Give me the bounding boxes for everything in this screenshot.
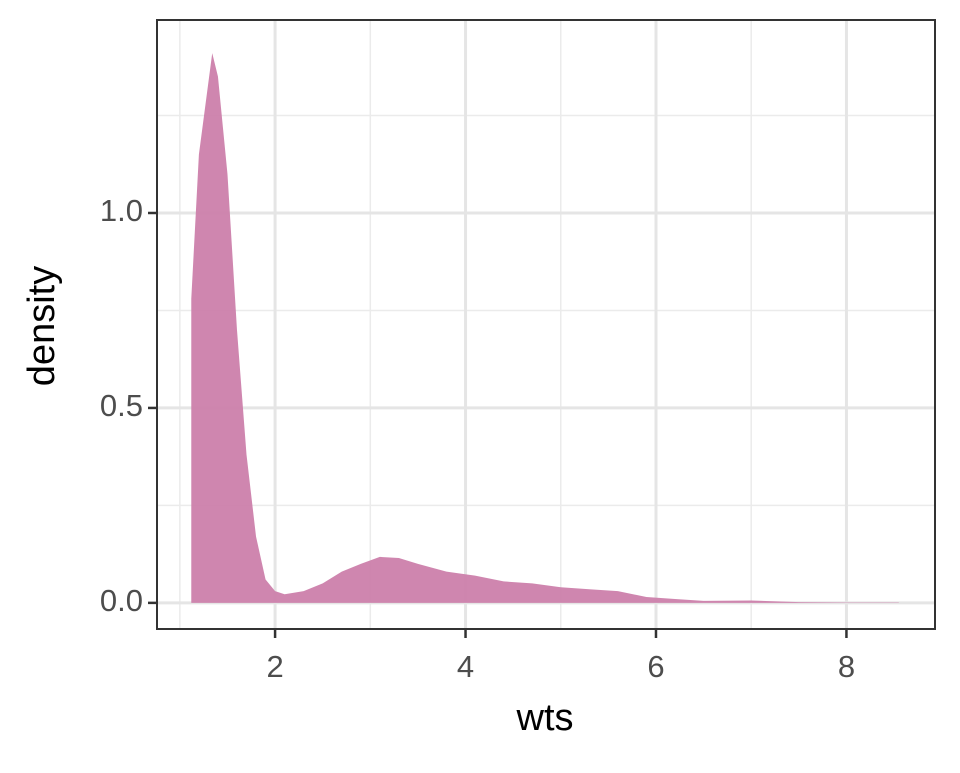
x-tick-label: 8 xyxy=(838,649,855,684)
y-axis-title: density xyxy=(21,266,63,386)
panel-border xyxy=(156,19,936,630)
y-tick-label: 1.0 xyxy=(100,193,143,228)
x-tick-label: 4 xyxy=(457,649,474,684)
y-tick-label: 0.0 xyxy=(100,583,143,618)
y-tick-label: 0.5 xyxy=(100,388,143,423)
x-axis-title: wts xyxy=(516,697,574,739)
x-tick-label: 2 xyxy=(266,649,283,684)
x-tick-label: 6 xyxy=(647,649,664,684)
